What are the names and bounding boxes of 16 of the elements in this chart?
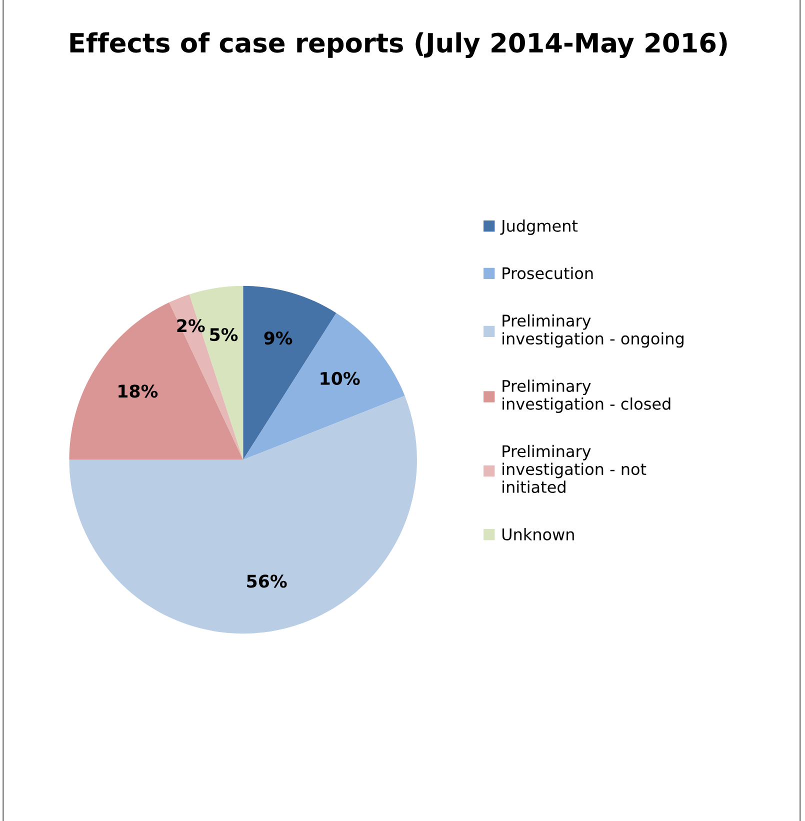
- legend-label: Preliminary investigation - closed: [502, 380, 670, 413]
- legend-label: Preliminary investigation - ongoing: [502, 314, 684, 348]
- pie-slice: [243, 312, 405, 460]
- data-label: 56%: [247, 574, 287, 588]
- data-label: 10%: [320, 372, 360, 385]
- pie-slice: [169, 294, 244, 460]
- data-label: 9%: [264, 331, 292, 345]
- data-label: 18%: [118, 384, 158, 398]
- pie-slice: [69, 302, 244, 460]
- legend-label: Preliminary investigation - not initiated: [502, 444, 646, 494]
- chart-title: Effects of case reports (July 2014-May 2016): [70, 32, 727, 58]
- legend-label: Unknown: [502, 528, 574, 540]
- legend-label: Judgment: [500, 220, 578, 235]
- data-label: 2%: [177, 319, 205, 332]
- data-label: 5%: [210, 328, 238, 342]
- legend-label: Prosecution: [502, 266, 593, 280]
